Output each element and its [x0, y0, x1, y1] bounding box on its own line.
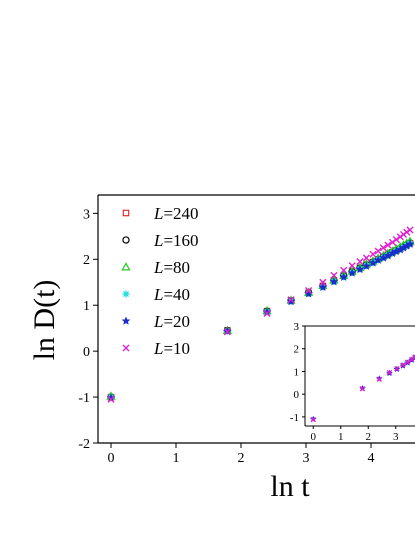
legend-marker-star: [121, 316, 131, 325]
main-x-tick-label: 2: [238, 451, 245, 466]
inset-y-tick-label: 0: [294, 389, 300, 401]
legend-label: L=80: [153, 258, 190, 277]
main-axis-ticks: 0 1 2 3 4 -2 -1 0 1 2 3: [78, 207, 374, 466]
legend-label: L=240: [153, 204, 199, 223]
inset-axis-ticks: 0 1 2 3 -1 0 1 2 3: [290, 321, 399, 443]
legend-marker-x: [122, 344, 130, 352]
main-point-x: [406, 226, 414, 234]
main-data-markers: [106, 226, 415, 403]
main-point-star: [286, 296, 296, 306]
inset-point-x: [359, 386, 366, 392]
inset-point-x: [400, 362, 406, 368]
main-y-tick-label: 2: [83, 253, 90, 268]
inset-point-x: [404, 359, 411, 365]
inset-y-tick-label: 2: [294, 344, 300, 356]
main-point-star: [347, 268, 357, 277]
inset-y-tick-label: 1: [294, 366, 300, 378]
inset-y-tick-label: -1: [290, 412, 299, 424]
inset-x-tick-label: 3: [393, 431, 399, 443]
main-point-x: [348, 262, 356, 270]
main-point-star: [329, 277, 339, 286]
main-point-x: [392, 235, 400, 244]
main-point-star: [368, 258, 378, 267]
legend-label-variable: L: [153, 339, 163, 358]
legend-label-variable: L: [153, 231, 163, 250]
main-point-star: [405, 239, 415, 248]
main-x-tick-label: 1: [173, 451, 180, 466]
legend-marker-square: [122, 209, 130, 217]
main-y-tick-label: 3: [83, 207, 90, 222]
main-point-x: [356, 258, 364, 266]
main-point-x: [374, 247, 382, 255]
legend-label-variable: L: [153, 204, 163, 223]
legend-label-value: =40: [163, 285, 190, 304]
inset-x-tick-label: 0: [311, 431, 317, 443]
legend-label-value: =160: [163, 231, 198, 250]
main-plot-area: 0 1 2 3 4 -2 -1 0 1 2 3: [78, 194, 415, 466]
main-y-tick-label: 1: [83, 299, 90, 314]
legend-marker-triangle: [121, 262, 131, 271]
legend-label-value: =10: [163, 339, 190, 358]
main-point-star: [355, 264, 365, 274]
inset-point-x: [412, 354, 415, 360]
main-point-x: [223, 328, 231, 336]
main-y-tick-label: 0: [83, 345, 90, 360]
main-point-x: [362, 254, 371, 262]
x-axis-label: ln t: [270, 470, 310, 503]
main-point-x: [384, 241, 392, 249]
inset-x-tick-label: 2: [366, 431, 372, 443]
main-x-tick-label: 0: [108, 451, 115, 466]
inset-y-tick-label: 3: [294, 321, 300, 333]
main-point-star: [339, 272, 349, 281]
main-point-x: [107, 395, 115, 403]
inset-point-x: [408, 356, 415, 363]
legend-label: L=40: [153, 285, 190, 304]
legend-label-value: =240: [163, 204, 198, 223]
legend-label: L=20: [153, 312, 190, 331]
legend-label-variable: L: [153, 312, 163, 331]
inset-point-x: [376, 376, 382, 382]
main-y-tick-label: -1: [78, 391, 90, 406]
main-point-x: [369, 250, 377, 258]
main-point-x: [330, 271, 338, 279]
main-point-x: [379, 244, 387, 252]
legend-marker-asterisk: [122, 290, 130, 298]
inset-x-tick-label: 1: [338, 431, 344, 443]
inset-point-x: [310, 416, 316, 423]
y-axis-label: ln D(t): [28, 280, 61, 361]
legend-label: L=10: [153, 339, 190, 358]
main-point-x: [340, 266, 348, 274]
main-x-tick-label: 3: [303, 451, 310, 466]
inset-data-markers: [309, 354, 415, 423]
inset-point-x: [394, 366, 400, 372]
main-point-x: [263, 309, 271, 318]
main-point-star: [373, 255, 383, 264]
main-point-x: [287, 296, 295, 304]
legend-label-value: =20: [163, 312, 190, 331]
legend-label-variable: L: [153, 258, 163, 277]
main-point-x: [305, 286, 313, 295]
legend-label-variable: L: [153, 285, 163, 304]
main-point-x: [388, 238, 397, 246]
inset-background: [305, 326, 415, 426]
legend-label-value: =80: [163, 258, 190, 277]
main-y-tick-label: -2: [78, 437, 90, 452]
legend-label: L=160: [153, 231, 199, 250]
main-point-star: [318, 282, 328, 292]
main-x-tick-label: 4: [368, 451, 375, 466]
main-point-star: [362, 261, 371, 270]
inset-plot: 0 1 2 3 -1 0 1 2 3: [290, 321, 415, 443]
legend-marker-circle: [122, 236, 130, 244]
inset-point-x: [386, 369, 393, 376]
main-point-x: [319, 278, 327, 286]
